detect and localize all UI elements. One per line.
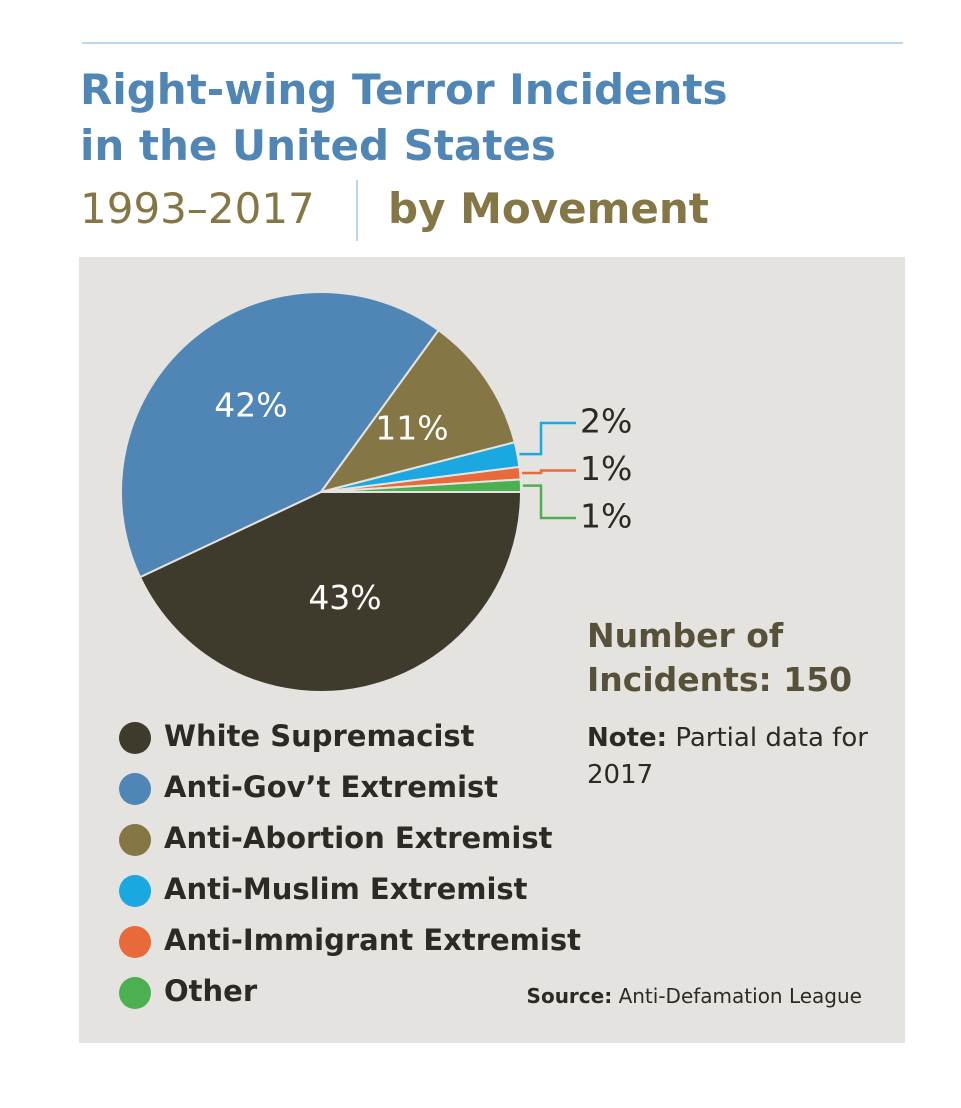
annotation: Number of Incidents: 150 — [587, 616, 853, 699]
legend-label: Anti-Immigrant Extremist — [164, 923, 581, 957]
leader-line — [519, 421, 576, 456]
note-label: Note: — [587, 723, 668, 753]
legend-label: Anti-Muslim Extremist — [164, 872, 528, 906]
legend-swatch — [119, 773, 151, 805]
legend-swatch — [119, 722, 151, 754]
legend-swatch — [119, 977, 151, 1009]
leader-line — [522, 469, 576, 475]
legend-label: Other — [164, 974, 258, 1008]
legend-swatch — [119, 926, 151, 958]
note-text: Partial data for 2017 — [587, 723, 868, 790]
legend-label: Anti-Abortion Extremist — [164, 821, 553, 855]
chart-title: Right-wing Terror Incidents in the Unite… — [80, 65, 728, 170]
legend-label: White Supremacist — [164, 719, 475, 753]
subtitle-bold: by Movement — [388, 184, 709, 233]
legend-label: Anti-Gov’t Extremist — [164, 770, 498, 804]
slice-label: 43% — [308, 578, 381, 617]
leader-line — [522, 484, 576, 520]
slice-label: 42% — [214, 386, 287, 425]
pie-slice — [318, 328, 516, 494]
note: Note: Partial data for 2017 — [587, 720, 877, 794]
source-text: Anti-Defamation League — [618, 984, 862, 1008]
slice-label: 2% — [580, 402, 632, 441]
pie-slice — [320, 478, 523, 493]
legend-swatch — [119, 875, 151, 907]
subtitle: 1993–2017 — [80, 184, 315, 233]
pie-slice — [120, 291, 440, 579]
source: Source: Anti-Defamation League — [400, 984, 862, 1008]
slice-label: 1% — [580, 497, 632, 536]
slice-label: 11% — [375, 409, 448, 448]
source-label: Source: — [526, 984, 613, 1008]
slice-label: 1% — [580, 449, 632, 488]
legend-swatch — [119, 824, 151, 856]
pie-slice — [138, 491, 523, 693]
